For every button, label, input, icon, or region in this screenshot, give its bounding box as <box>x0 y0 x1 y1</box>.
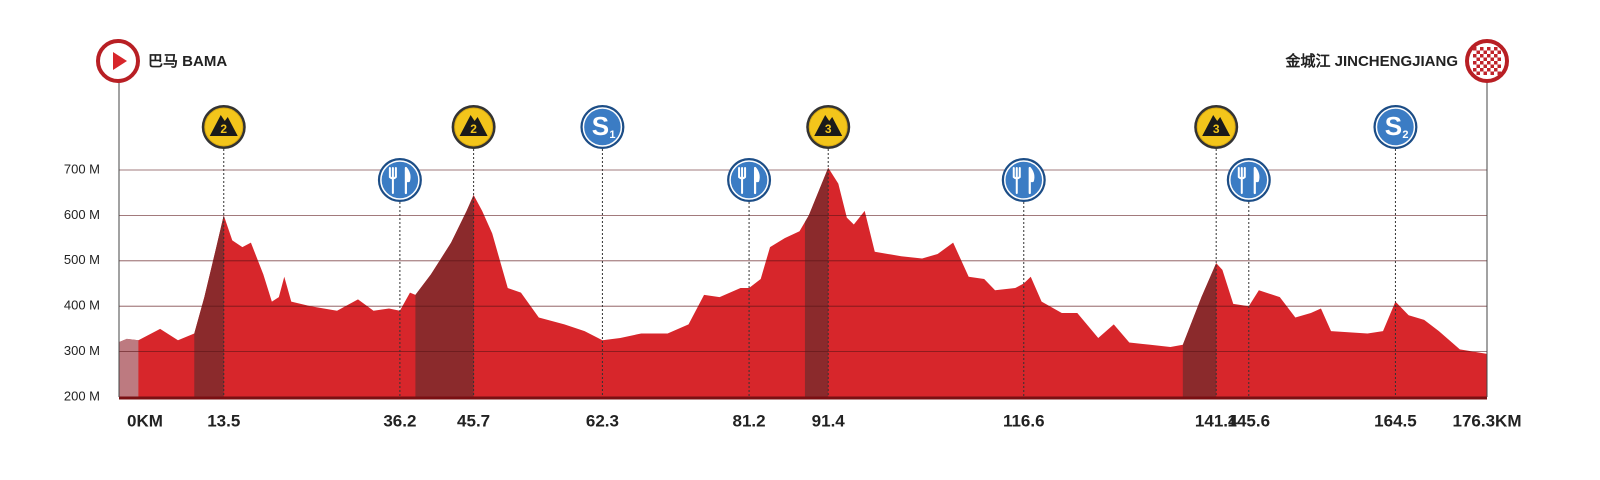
checker <box>1480 54 1484 58</box>
x-tick-label: 91.4 <box>812 411 846 430</box>
checker <box>1487 61 1491 65</box>
axes: 200 M 300 M 400 M 500 M 600 M 700 M 0KM 13.5 36.… <box>64 161 1522 430</box>
x-tick-label: 0KM <box>127 411 163 430</box>
y-tick-label: 200 M <box>64 388 100 403</box>
checker <box>1497 71 1501 75</box>
x-tick-label: 164.5 <box>1374 411 1417 430</box>
checker <box>1497 57 1501 61</box>
y-tick-label: 600 M <box>64 207 100 222</box>
checker <box>1490 64 1494 68</box>
checker <box>1473 47 1477 51</box>
feed-icon <box>1001 158 1046 202</box>
sprint-badge-inner <box>582 107 623 147</box>
feed-icon <box>1226 158 1271 202</box>
y-tick-label: 300 M <box>64 343 100 358</box>
sprint-number: 1 <box>609 129 615 141</box>
sprint-letter: S <box>1385 111 1402 141</box>
checker <box>1490 71 1494 75</box>
y-tick-label: 400 M <box>64 298 100 313</box>
checker <box>1487 54 1491 58</box>
checker <box>1473 54 1477 58</box>
start-name: 巴马 BAMA <box>148 53 227 70</box>
climb-icon: 2 <box>201 105 246 149</box>
x-tick-label: 81.2 <box>733 411 766 430</box>
checker <box>1476 64 1480 68</box>
checker <box>1476 71 1480 75</box>
checker <box>1480 68 1484 72</box>
climb-segment <box>415 167 474 397</box>
x-tick-label: 36.2 <box>383 411 416 430</box>
mountain <box>814 115 843 136</box>
x-tick-label: 62.3 <box>586 411 619 430</box>
climb-icon: 2 <box>451 105 496 149</box>
mountain <box>209 115 238 136</box>
climb-category: 2 <box>470 122 477 136</box>
climb-segment <box>1182 167 1217 397</box>
mountain <box>459 115 488 136</box>
y-tick-label: 700 M <box>64 161 100 176</box>
sprint-number: 2 <box>1402 129 1408 141</box>
climb-category: 3 <box>1213 122 1220 136</box>
x-tick-label: 141.4 <box>1195 411 1238 430</box>
checker <box>1483 50 1487 54</box>
feed-icon <box>727 158 772 202</box>
climb-segment <box>804 167 829 397</box>
checker <box>1497 64 1501 68</box>
x-tick-label: 13.5 <box>207 411 240 430</box>
checker <box>1487 47 1491 51</box>
checker <box>1473 61 1477 65</box>
climb-icon: 3 <box>1194 105 1239 149</box>
checker <box>1490 50 1494 54</box>
feed-icon <box>377 158 422 202</box>
checker <box>1473 68 1477 72</box>
feed-badge-inner <box>729 160 769 200</box>
checker <box>1487 68 1491 72</box>
checker <box>1490 57 1494 61</box>
feed-badge-inner <box>1004 160 1044 200</box>
checker <box>1494 61 1498 65</box>
x-tick-label: 176.3KM <box>1453 411 1522 430</box>
y-tick-label: 500 M <box>64 252 100 267</box>
x-tick-label: 116.6 <box>1003 411 1045 430</box>
fork <box>1237 167 1246 194</box>
sprint-letter: S <box>592 111 609 141</box>
sprint-badge-inner <box>1375 107 1416 147</box>
checker <box>1476 57 1480 61</box>
climb-category: 3 <box>825 122 832 136</box>
checker <box>1494 47 1498 51</box>
checker <box>1480 61 1484 65</box>
fork <box>1012 167 1021 194</box>
checker <box>1494 68 1498 72</box>
climb-icon: 3 <box>806 105 851 149</box>
checker <box>1476 50 1480 54</box>
fork <box>388 167 397 194</box>
knife <box>753 166 760 195</box>
knife <box>1028 166 1035 195</box>
feed-badge-inner <box>380 160 420 200</box>
checker <box>1483 57 1487 61</box>
start-icon <box>96 39 140 83</box>
checker <box>1480 47 1484 51</box>
knife <box>1253 166 1260 195</box>
elevation-area <box>119 167 1487 397</box>
finish-name: 金城江 JINCHENGJIANG <box>1284 52 1458 70</box>
fork <box>738 167 747 194</box>
plot-area <box>119 167 1487 397</box>
feed-badge-inner <box>1229 160 1269 200</box>
finish-icon <box>1465 39 1509 83</box>
x-tick-label: 145.6 <box>1228 411 1271 430</box>
knife <box>404 166 411 195</box>
checker <box>1483 64 1487 68</box>
x-tick-label: 45.7 <box>457 411 490 430</box>
checker <box>1497 50 1501 54</box>
checker <box>1494 54 1498 58</box>
checker <box>1483 71 1487 75</box>
mountain <box>1202 115 1231 136</box>
climb-category: 2 <box>220 122 227 136</box>
